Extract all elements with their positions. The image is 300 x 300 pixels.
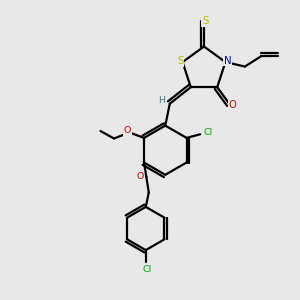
Text: Cl: Cl (142, 265, 152, 274)
Text: O: O (136, 172, 143, 181)
Text: N: N (224, 56, 232, 65)
Text: S: S (202, 16, 208, 26)
Text: O: O (229, 100, 237, 110)
Text: S: S (177, 56, 183, 66)
Text: H: H (158, 96, 165, 105)
Text: O: O (124, 126, 131, 135)
Text: Cl: Cl (204, 128, 213, 137)
